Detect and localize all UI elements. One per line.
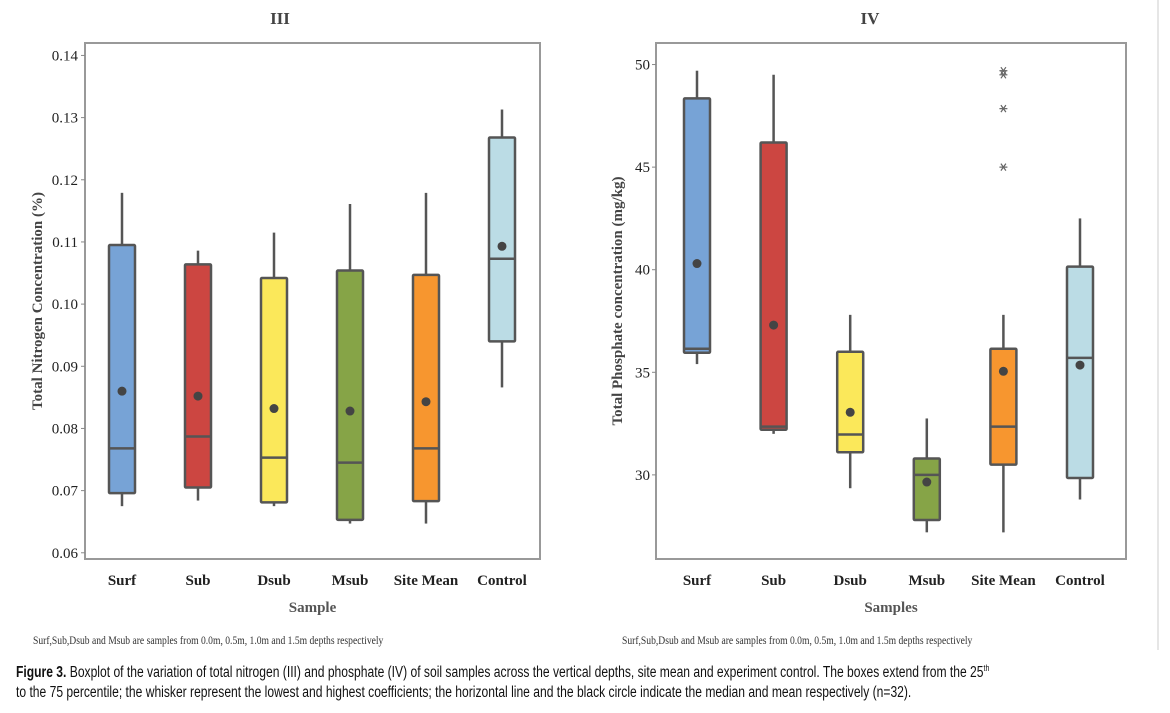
outlier-marker	[999, 104, 1008, 113]
footnote-iv: Surf,Sub,Dsub and Msub are samples from …	[622, 633, 973, 647]
box-site-mean	[411, 192, 441, 524]
page-edge	[1157, 0, 1159, 650]
x-tick-label: Surf	[683, 573, 712, 589]
iqr-box	[835, 350, 865, 454]
box-surf	[107, 192, 137, 507]
y-tick-label: 0.12	[52, 173, 78, 189]
iqr-box	[1065, 265, 1095, 480]
mean-marker	[692, 259, 702, 269]
x-tick-label: Msub	[908, 573, 945, 589]
mean-marker	[345, 406, 355, 416]
iqr-box	[183, 263, 213, 489]
box-site-mean	[989, 66, 1018, 533]
outlier-marker	[999, 70, 1008, 79]
iqr-box	[989, 347, 1018, 466]
y-tick-label: 0.13	[52, 111, 78, 127]
mean-marker	[421, 397, 431, 407]
caption-sup: th	[983, 663, 990, 673]
iqr-box	[487, 136, 517, 343]
x-tick-label: Sub	[761, 573, 786, 589]
y-tick-label: 0.10	[52, 297, 78, 313]
outlier-marker	[999, 163, 1008, 171]
box-control	[487, 109, 517, 388]
iqr-box	[335, 269, 365, 522]
y-tick-label: 0.07	[52, 484, 79, 500]
y-axis-label: Total Phosphate concentration (mg/kg)	[610, 176, 626, 425]
x-tick-label: Control	[477, 573, 527, 589]
outlier-stroke	[1000, 70, 1007, 79]
outlier-stroke	[1000, 104, 1007, 113]
y-tick-label: 50	[635, 58, 650, 74]
mean-marker	[845, 407, 855, 417]
outlier-marker	[999, 66, 1008, 75]
chart-title: IV	[861, 9, 881, 28]
iqr-box	[259, 276, 289, 504]
box-control	[1065, 218, 1095, 500]
x-tick-label: Site Mean	[971, 573, 1036, 589]
iqr-box	[912, 457, 942, 522]
box-dsub	[835, 314, 865, 489]
iqr-box	[682, 97, 712, 355]
x-tick-label: Dsub	[834, 573, 867, 589]
y-tick-label: 35	[635, 365, 650, 381]
y-tick-label: 30	[635, 468, 650, 484]
figure-caption-line2: to the 75 percentile; the whisker repres…	[16, 684, 912, 701]
x-tick-label: Control	[1055, 573, 1105, 589]
y-tick-label: 40	[635, 263, 650, 279]
chart-iv: IV 30 35 40 45 50 Total Phosphate concentratio…	[610, 9, 1127, 616]
caption-text-1: Boxplot of the variation of total nitrog…	[66, 664, 984, 682]
chart-title: III	[270, 9, 290, 28]
outlier-stroke	[1000, 163, 1007, 171]
plot-frame	[84, 42, 541, 560]
y-tick-label: 0.11	[52, 235, 78, 251]
box-sub	[183, 250, 213, 501]
footnote-iii: Surf,Sub,Dsub and Msub are samples from …	[33, 633, 384, 647]
box-msub	[335, 204, 365, 524]
y-tick-label: 45	[635, 160, 650, 176]
x-tick-label: Site Mean	[394, 573, 459, 589]
x-tick-label: Sub	[185, 573, 210, 589]
mean-marker	[497, 241, 507, 251]
y-tick-label: 0.06	[52, 546, 79, 562]
mean-marker	[1075, 360, 1085, 370]
caption-label: Figure 3.	[16, 664, 67, 682]
x-tick-label: Dsub	[257, 573, 290, 589]
y-tick-label: 0.09	[52, 359, 78, 375]
mean-marker	[269, 404, 279, 414]
plot-frame	[655, 42, 1127, 560]
iqr-box	[411, 273, 441, 503]
mean-marker	[998, 366, 1008, 376]
figure-caption-line1: Figure 3. Boxplot of the variation of to…	[16, 663, 989, 682]
iqr-box	[759, 141, 788, 431]
mean-marker	[193, 391, 203, 401]
x-axis-label: Sample	[289, 600, 337, 616]
x-tick-label: Msub	[332, 573, 369, 589]
mean-marker	[769, 320, 779, 330]
y-tick-label: 0.14	[52, 48, 79, 64]
mean-marker	[117, 386, 127, 396]
y-axis-label: Total Nitrogen Concentration (%)	[30, 192, 46, 410]
mean-marker	[922, 477, 932, 487]
box-msub	[912, 418, 942, 533]
x-tick-label: Surf	[108, 573, 137, 589]
box-dsub	[259, 232, 289, 507]
y-tick-label: 0.08	[52, 421, 78, 437]
x-axis-label: Samples	[864, 600, 918, 616]
box-surf	[682, 70, 712, 365]
chart-iii: III 0.06 0.07 0.08 0.09 0.10 0.11 0.12 0.13 0.14 T…	[30, 9, 541, 616]
box-sub	[759, 74, 788, 434]
iqr-box	[107, 243, 137, 495]
